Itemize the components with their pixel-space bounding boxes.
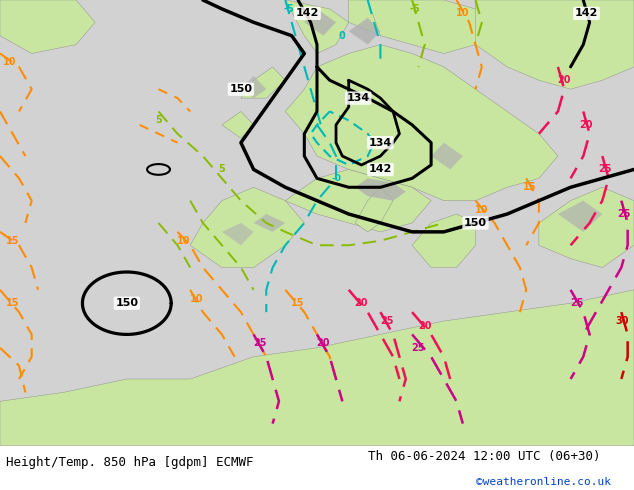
Polygon shape <box>349 18 380 45</box>
Text: 15: 15 <box>291 298 305 308</box>
Text: -5: -5 <box>410 4 420 14</box>
Text: Height/Temp. 850 hPa [gdpm] ECMWF: Height/Temp. 850 hPa [gdpm] ECMWF <box>6 456 254 469</box>
Text: 25: 25 <box>570 298 584 308</box>
Text: 134: 134 <box>347 93 370 103</box>
Text: 142: 142 <box>296 8 319 19</box>
Polygon shape <box>0 0 95 53</box>
Text: 20: 20 <box>579 120 593 130</box>
Polygon shape <box>304 9 336 36</box>
Text: 150: 150 <box>464 218 487 228</box>
Text: 150: 150 <box>115 298 138 308</box>
Text: 25: 25 <box>598 165 612 174</box>
Polygon shape <box>0 290 634 446</box>
Text: ©weatheronline.co.uk: ©weatheronline.co.uk <box>476 477 611 487</box>
Polygon shape <box>190 187 304 268</box>
Text: 25: 25 <box>618 209 631 219</box>
Text: 5: 5 <box>219 165 225 174</box>
Text: -5: -5 <box>283 4 294 14</box>
Text: 15: 15 <box>522 182 536 192</box>
Text: 20: 20 <box>557 75 571 85</box>
Text: 20: 20 <box>418 320 432 331</box>
Polygon shape <box>241 76 266 98</box>
Polygon shape <box>355 187 393 232</box>
Polygon shape <box>349 0 412 36</box>
Text: 10: 10 <box>3 57 16 68</box>
Polygon shape <box>254 214 285 232</box>
Polygon shape <box>539 187 634 268</box>
Text: 25: 25 <box>411 343 425 353</box>
Polygon shape <box>431 143 463 170</box>
Polygon shape <box>285 0 349 53</box>
Polygon shape <box>412 214 476 268</box>
Text: 30: 30 <box>616 316 630 326</box>
Text: 25: 25 <box>380 316 394 326</box>
Polygon shape <box>355 178 406 201</box>
Text: 20: 20 <box>354 298 368 308</box>
Text: 25: 25 <box>253 338 267 348</box>
Text: 134: 134 <box>369 138 392 147</box>
Polygon shape <box>285 45 558 201</box>
Text: 142: 142 <box>575 8 598 19</box>
Polygon shape <box>222 223 254 245</box>
Text: 10: 10 <box>475 204 489 215</box>
Text: 10: 10 <box>456 8 470 19</box>
Polygon shape <box>222 112 254 138</box>
Text: 10: 10 <box>190 294 204 304</box>
Polygon shape <box>558 201 602 232</box>
Text: 15: 15 <box>6 236 20 246</box>
Text: 0: 0 <box>339 31 346 41</box>
Text: 20: 20 <box>316 338 330 348</box>
Text: 142: 142 <box>369 165 392 174</box>
Text: 15: 15 <box>6 298 20 308</box>
Polygon shape <box>241 67 285 98</box>
Polygon shape <box>285 170 431 232</box>
Polygon shape <box>368 0 495 53</box>
Text: 10: 10 <box>177 236 191 246</box>
Text: -0: -0 <box>331 174 341 183</box>
Text: 150: 150 <box>230 84 252 94</box>
Text: Th 06-06-2024 12:00 UTC (06+30): Th 06-06-2024 12:00 UTC (06+30) <box>368 450 600 464</box>
Polygon shape <box>476 0 634 89</box>
Text: 5: 5 <box>155 115 162 125</box>
